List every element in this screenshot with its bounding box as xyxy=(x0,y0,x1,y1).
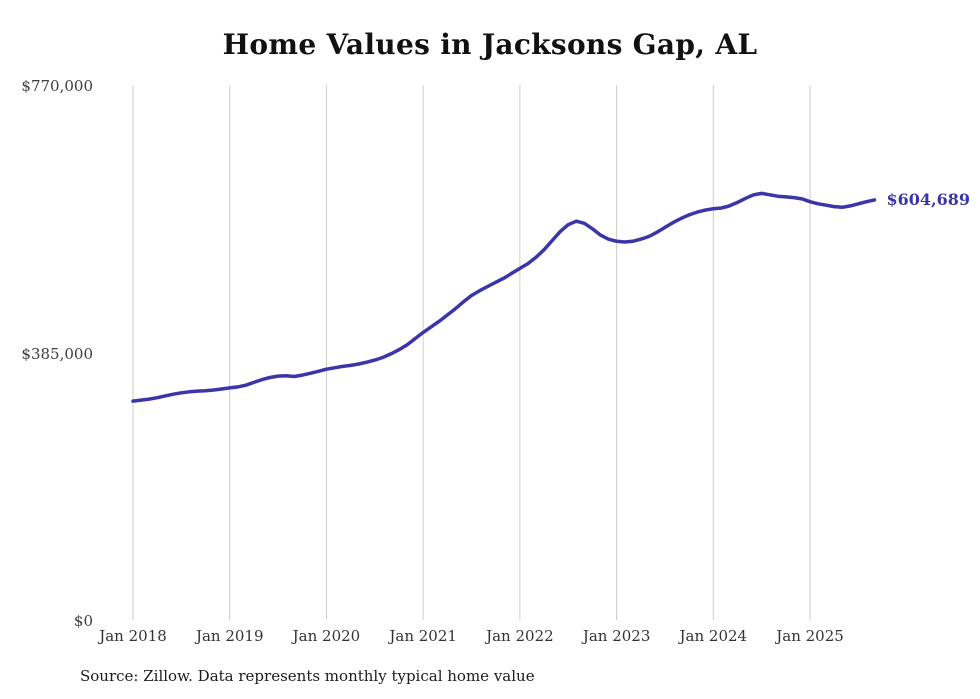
latest-value-label: $604,689 xyxy=(886,189,971,209)
y-tick-label: $770,000 xyxy=(21,77,93,95)
y-tick-label: $0 xyxy=(73,612,93,630)
y-tick-label: $385,000 xyxy=(21,345,93,363)
x-tick-label: Jan 2019 xyxy=(195,627,264,645)
value-line xyxy=(131,191,877,403)
x-tick-label: Jan 2024 xyxy=(679,627,748,645)
x-tick-label: Jan 2018 xyxy=(99,627,167,645)
x-tick-label: Jan 2023 xyxy=(582,627,651,645)
source-note: Source: Zillow. Data represents monthly … xyxy=(80,667,535,685)
x-tick-label: Jan 2025 xyxy=(776,627,844,645)
x-tick-label: Jan 2020 xyxy=(292,627,361,645)
x-tick-label: Jan 2021 xyxy=(389,627,457,645)
x-tick-label: Jan 2022 xyxy=(486,627,554,645)
chart-title: Home Values in Jacksons Gap, AL xyxy=(222,28,758,61)
